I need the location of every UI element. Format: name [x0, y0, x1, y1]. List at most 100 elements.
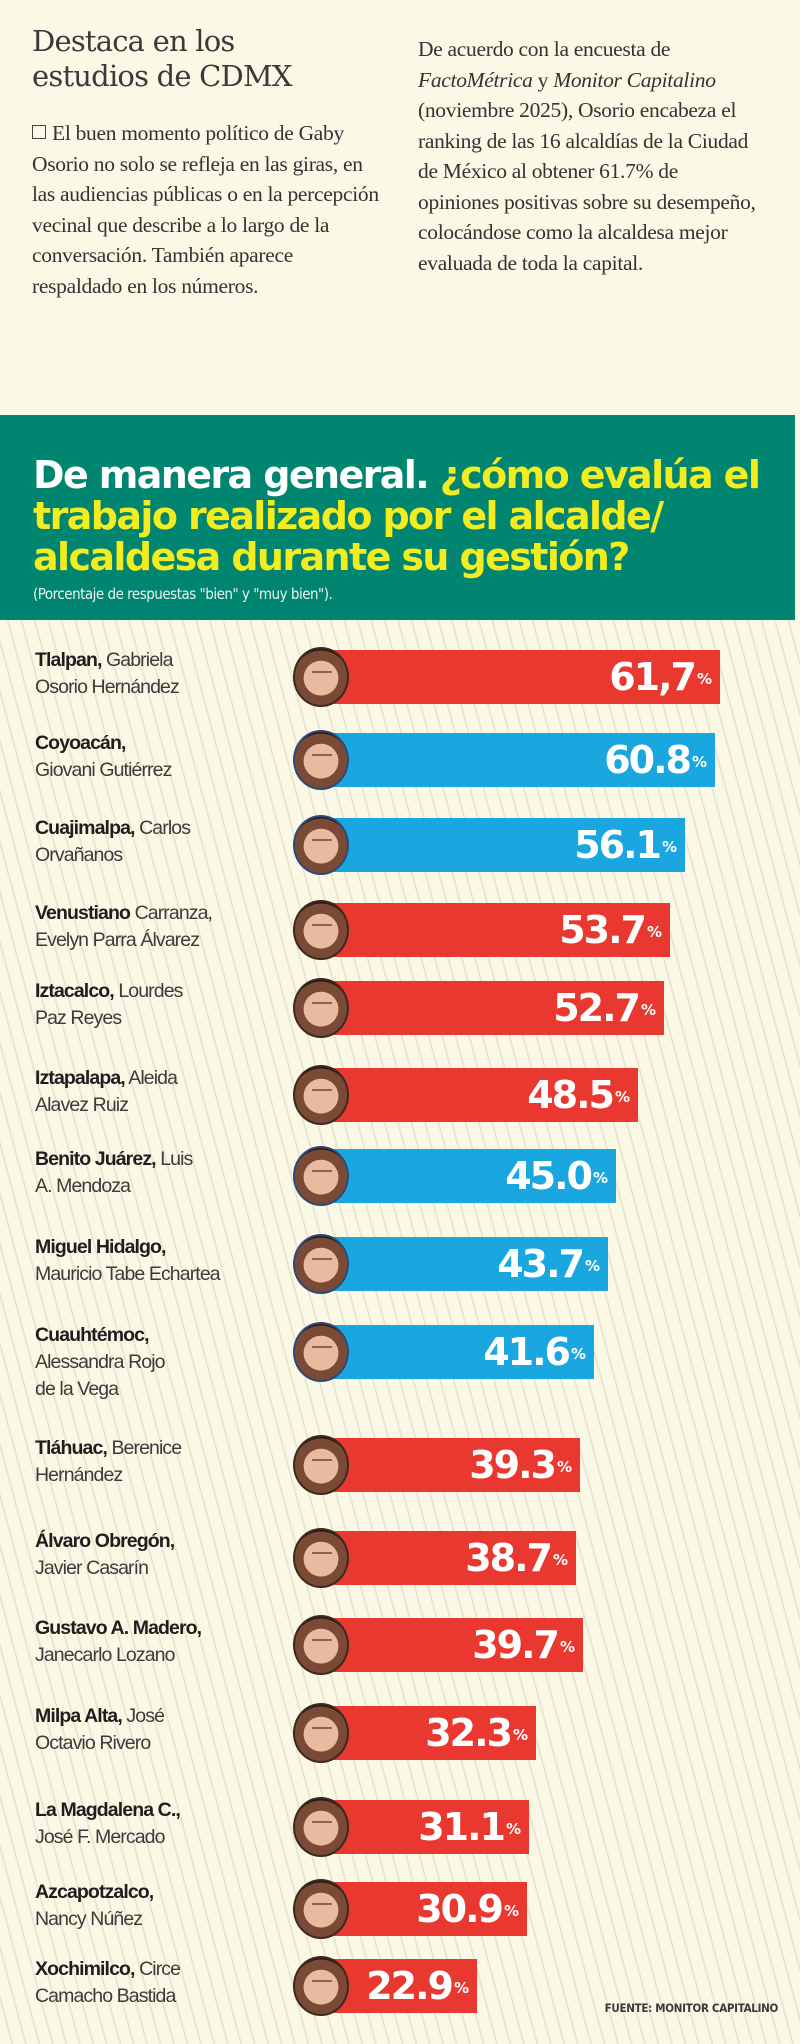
bar-value-label: 53.7% — [559, 905, 662, 957]
official-portrait-avatar — [293, 1065, 349, 1125]
bar-value: 60.8 — [604, 738, 692, 782]
source-factometrica: FactoMétrica — [418, 67, 533, 92]
bar-value-label: 32.3% — [425, 1708, 528, 1760]
chart-row: Cuauhtémoc, Alessandra Rojo de la Vega 41.… — [0, 1322, 800, 1400]
chart-row: Miguel Hidalgo, Mauricio Tabe Echartea 43… — [0, 1234, 800, 1294]
official-name-part-2: Camacho Bastida — [35, 1985, 176, 2007]
official-name-part-2: Paz Reyes — [35, 1007, 122, 1029]
row-label: Iztacalco, Lourdes Paz Reyes — [35, 978, 295, 1032]
chart-title-white: De manera general. — [33, 453, 440, 497]
bar-value: 22.9 — [366, 1964, 454, 2008]
bar-value: 30.9 — [416, 1887, 504, 1931]
borough-name: Xochimilco, — [35, 1958, 135, 1980]
bar-red: 39.3% — [315, 1438, 580, 1492]
bar-blue: 60.8% — [315, 733, 715, 787]
row-label: Álvaro Obregón, Javier Casarín — [35, 1528, 295, 1582]
borough-name: Cuauhtémoc, — [35, 1324, 150, 1346]
official-name-part-1: Berenice — [111, 1437, 182, 1459]
row-label: Cuauhtémoc, Alessandra Rojo de la Vega — [35, 1322, 295, 1403]
bar-blue: 41.6% — [315, 1325, 594, 1379]
official-name-part-2: Osorio Hernández — [35, 676, 180, 698]
bar-value: 43.7 — [497, 1242, 585, 1286]
chart-row: Tlalpan, Gabriela Osorio Hernández 61,7% — [0, 647, 800, 707]
chart-row: Iztapalapa, Aleida Alavez Ruiz 48.5% — [0, 1065, 800, 1125]
row-label: La Magdalena C., José F. Mercado — [35, 1797, 295, 1851]
chart-row: Venustiano Carranza, Evelyn Parra Álvarez… — [0, 900, 800, 960]
article-intro: Destaca en los estudios de CDMX El buen … — [0, 0, 800, 415]
official-portrait-avatar — [293, 1703, 349, 1763]
percent-sign: % — [559, 1638, 575, 1656]
official-name-part-2: Alavez Ruiz — [35, 1094, 129, 1116]
official-name-part-2: Nancy Núñez — [35, 1908, 143, 1930]
borough-name: Iztacalco, — [35, 980, 115, 1002]
bar-value-label: 38.7% — [465, 1533, 568, 1585]
bar-red: 30.9% — [315, 1882, 527, 1936]
row-label: Benito Juárez, Luis A. Mendoza — [35, 1146, 295, 1200]
official-portrait-avatar — [293, 730, 349, 790]
official-name-part-1: Aleida — [128, 1067, 178, 1089]
bar-red: 31.1% — [315, 1800, 529, 1854]
source-monitor-capitalino: Monitor Capitalino — [553, 67, 716, 92]
intro-right-text-3: (noviembre 2025), Osorio encabeza el ran… — [418, 98, 756, 275]
intro-right-text-2: y — [532, 67, 554, 92]
source-credit: FUENTE: MONITOR CAPITALINO — [604, 2001, 779, 2015]
percent-sign: % — [512, 1726, 528, 1744]
bar-value: 39.3 — [469, 1443, 557, 1487]
chart-row: Iztacalco, Lourdes Paz Reyes 52.7% — [0, 978, 800, 1038]
official-portrait-avatar — [293, 978, 349, 1038]
official-name-part-3: de la Vega — [35, 1378, 119, 1400]
official-name-part-2: Alessandra Rojo — [35, 1351, 165, 1373]
chart-row: Benito Juárez, Luis A. Mendoza 45.0% — [0, 1146, 800, 1206]
section-title: Destaca en los estudios de CDMX — [32, 24, 387, 94]
borough-name: Azcapotzalco, — [35, 1881, 154, 1903]
percent-sign: % — [646, 923, 662, 941]
official-name-part-1: Circe — [139, 1958, 181, 1980]
bar-red: 52.7% — [315, 981, 664, 1035]
chart-title-yellow: ¿cómo evalúa el trabajo realizado por el… — [33, 453, 761, 579]
official-portrait-avatar — [293, 1146, 349, 1206]
section-title-line-2: estudios de CDMX — [32, 59, 293, 93]
borough-name: Venustiano — [35, 902, 131, 924]
official-name-part-2: Javier Casarín — [35, 1557, 149, 1579]
official-portrait-avatar — [293, 1322, 349, 1382]
bar-value: 45.0 — [505, 1154, 593, 1198]
chart-header-band: De manera general. ¿cómo evalúa el traba… — [0, 415, 795, 620]
intro-right-column: De acuerdo con la encuesta de FactoMétri… — [418, 34, 763, 278]
official-portrait-avatar — [293, 1956, 349, 2016]
bar-value-label: 39.3% — [469, 1440, 572, 1492]
row-label: Gustavo A. Madero, Janecarlo Lozano — [35, 1615, 295, 1669]
official-name-part-2: Janecarlo Lozano — [35, 1644, 175, 1666]
bar-value-label: 45.0% — [505, 1151, 608, 1203]
bar-red: 38.7% — [315, 1531, 576, 1585]
percent-sign: % — [614, 1088, 630, 1106]
row-label: Cuajimalpa, Carlos Orvañanos — [35, 815, 295, 869]
intro-left-column: Destaca en los estudios de CDMX El buen … — [32, 24, 387, 301]
percent-sign: % — [696, 670, 712, 688]
borough-name: La Magdalena C., — [35, 1799, 181, 1821]
chart-row: La Magdalena C., José F. Mercado 31.1% — [0, 1797, 800, 1857]
borough-name: Benito Juárez, — [35, 1148, 157, 1170]
bar-value-label: 41.6% — [483, 1327, 586, 1379]
official-name-part-2: Giovani Gutiérrez — [35, 759, 172, 781]
chart-row: Álvaro Obregón, Javier Casarín 38.7% — [0, 1528, 800, 1588]
borough-name: Tláhuac, — [35, 1437, 108, 1459]
bar-value: 38.7 — [465, 1536, 553, 1580]
official-name-part-2: Hernández — [35, 1464, 123, 1486]
percent-sign: % — [691, 753, 707, 771]
official-portrait-avatar — [293, 1234, 349, 1294]
bar-value: 48.5 — [527, 1073, 615, 1117]
borough-name: Iztapalapa, — [35, 1067, 126, 1089]
bar-blue: 43.7% — [315, 1237, 608, 1291]
official-name-part-2: Evelyn Parra Álvarez — [35, 929, 200, 951]
chart-subtitle: (Porcentaje de respuestas "bien" y "muy … — [33, 585, 333, 603]
official-name-part-1: Lourdes — [118, 980, 183, 1002]
official-name-part-2: Mauricio Tabe Echartea — [35, 1263, 221, 1285]
official-portrait-avatar — [293, 1528, 349, 1588]
official-name-part-1: Carranza, — [134, 902, 213, 924]
chart-row: Azcapotzalco, Nancy Núñez 30.9% — [0, 1879, 800, 1939]
percent-sign: % — [661, 838, 677, 856]
borough-name: Gustavo A. Madero, — [35, 1617, 202, 1639]
official-name-part-2: Octavio Rivero — [35, 1732, 151, 1754]
section-title-line-1: Destaca en los — [32, 24, 235, 58]
official-name-part-2: Orvañanos — [35, 844, 123, 866]
